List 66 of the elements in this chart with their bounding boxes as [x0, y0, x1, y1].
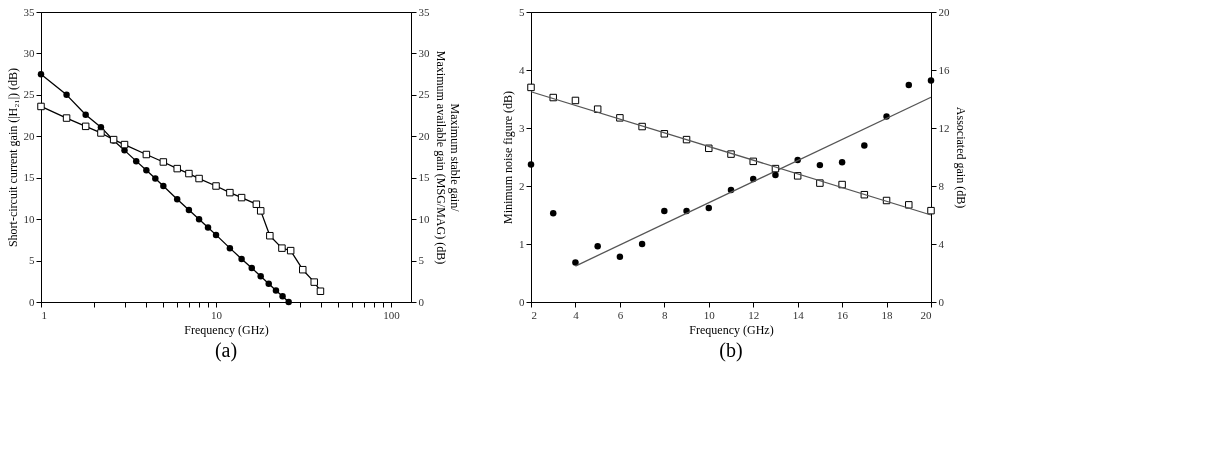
- y2-axis-title: Associated gain (dB): [953, 106, 968, 209]
- y-tick-label: 3: [519, 121, 525, 134]
- y2-tick-label: 25: [418, 88, 430, 101]
- y2-tick-label: 4: [938, 237, 945, 250]
- x-tick-label: 2: [531, 308, 537, 321]
- x-tick-label: 4: [573, 308, 580, 321]
- y2-tick-label: 12: [938, 121, 950, 134]
- point: [661, 207, 668, 215]
- point: [705, 204, 713, 212]
- x-tick-label: 10: [211, 308, 223, 321]
- x-tick-label: 10: [703, 308, 716, 321]
- y-tick-label: 10: [23, 212, 35, 225]
- y-tick-label: 0: [29, 295, 35, 308]
- x-axis-title: Frequency (GHz): [184, 322, 269, 337]
- y2-tick-label: 10: [418, 212, 430, 225]
- point: [927, 77, 935, 84]
- y-tick-label: 0: [519, 295, 525, 308]
- text: (a): [214, 339, 238, 362]
- point: [527, 161, 535, 168]
- y2-tick-label: 35: [418, 5, 430, 18]
- x-tick-label: 12: [748, 308, 760, 321]
- y2-tick-label: 0: [938, 295, 945, 308]
- x-tick-label: 100: [383, 308, 401, 321]
- point: [527, 83, 535, 92]
- x-tick-label: 6: [617, 308, 624, 321]
- point: [816, 161, 824, 169]
- x-tick-label: 14: [792, 308, 805, 321]
- y-tick-label: 1: [519, 237, 525, 250]
- x-tick-label: 1: [41, 308, 47, 321]
- y2-tick-label: 30: [418, 46, 430, 59]
- point: [772, 171, 779, 179]
- x-tick-label: 16: [837, 308, 849, 321]
- y-axis-title: Short-circuit current gain (|H₂₁|) (dB): [5, 67, 20, 248]
- y2-tick-label: 8: [938, 179, 945, 192]
- y2-tick-label: 5: [418, 254, 425, 267]
- y-tick-label: 5: [519, 5, 525, 18]
- text: (b): [719, 339, 743, 362]
- point: [549, 210, 557, 217]
- x-tick-label: 18: [881, 308, 894, 321]
- point: [572, 259, 579, 266]
- y2-tick-label: 0: [418, 295, 425, 308]
- point: [905, 201, 913, 209]
- y-tick-label: 2: [519, 179, 525, 192]
- point: [594, 243, 601, 250]
- y-tick-label: 25: [23, 88, 35, 101]
- y2-axis-title: Maximum stable gain/ Maximum available gain (MSG/MAG) (dB): [433, 50, 462, 265]
- y-tick-label: 35: [23, 5, 35, 18]
- y-tick-label: 30: [23, 46, 35, 59]
- point: [638, 240, 646, 248]
- y2-tick-label: 20: [938, 5, 950, 18]
- y-tick-label: 5: [29, 254, 35, 267]
- x-tick-label: 8: [662, 308, 669, 321]
- point: [905, 81, 913, 89]
- y2-tick-label: 16: [938, 63, 950, 76]
- point: [616, 253, 624, 260]
- point: [838, 158, 846, 166]
- point: [927, 206, 935, 215]
- y2-tick-label: 15: [418, 171, 430, 184]
- y-tick-label: 4: [519, 63, 525, 76]
- x-axis-title: Frequency (GHz): [689, 322, 774, 337]
- point: [861, 142, 868, 149]
- y-tick-label: 20: [23, 129, 35, 142]
- y-tick-label: 15: [23, 171, 35, 184]
- x-tick-label: 20: [920, 308, 932, 321]
- y-axis-title: Minimum noise figure (dB): [501, 91, 515, 224]
- y2-tick-label: 20: [418, 129, 430, 142]
